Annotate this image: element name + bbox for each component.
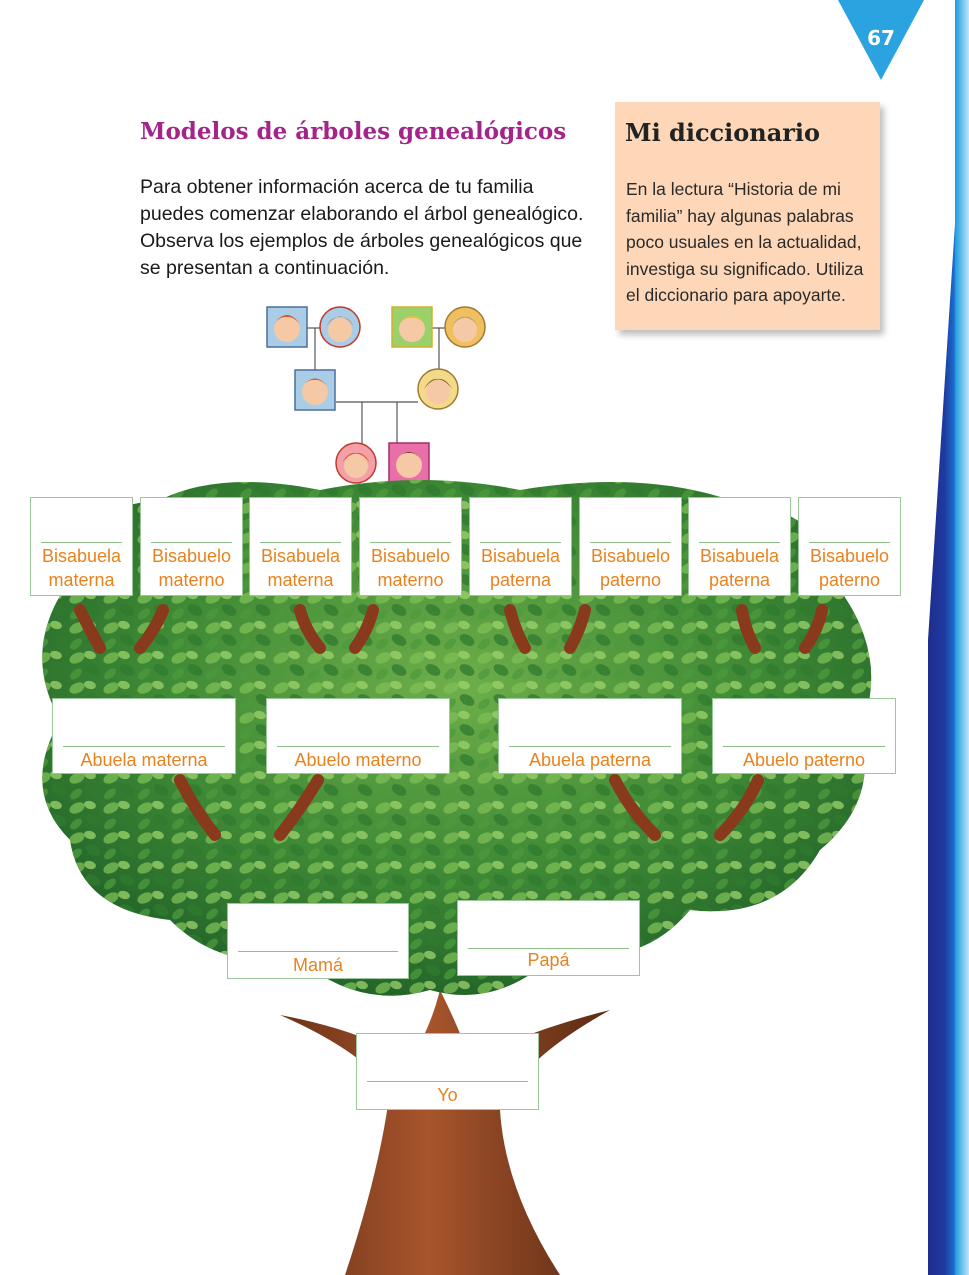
grandparent-label: Abuela materna	[80, 750, 208, 770]
son-icon	[388, 442, 430, 484]
great-grandparent-label: materna	[48, 570, 115, 590]
great-grandparent-label: paterna	[708, 570, 771, 590]
great-grandparent-box[interactable]: Bisabuelo materno	[359, 497, 462, 596]
great-grandparent-label: Bisabuela	[699, 546, 780, 566]
great-grandparent-label: paterno	[599, 570, 662, 590]
grandmother-icon	[444, 306, 486, 348]
grandparent-box[interactable]: Abuelo paterno	[712, 698, 896, 774]
grandmother-icon	[319, 306, 361, 348]
section-title: Modelos de árboles genealógicos	[140, 118, 567, 145]
great-grandparent-box[interactable]: Bisabuela paterna	[688, 497, 791, 596]
self-box[interactable]: Yo	[356, 1033, 539, 1110]
grandfather-icon	[391, 306, 433, 348]
mother-label: Mamá	[292, 955, 343, 975]
grandparent-box[interactable]: Abuelo materno	[266, 698, 450, 774]
great-grandparent-label: Bisabuelo	[370, 546, 451, 566]
great-grandparent-label: paterno	[818, 570, 881, 590]
great-grandparent-label: Bisabuela	[41, 546, 122, 566]
great-grandparent-box[interactable]: Bisabuelo paterno	[798, 497, 901, 596]
great-grandparent-box[interactable]: Bisabuela paterna	[469, 497, 572, 596]
grandparent-label: Abuelo materno	[294, 750, 422, 770]
dictionary-box: Mi diccionario En la lectura “Historia d…	[615, 102, 880, 330]
example-family-diagram	[266, 306, 486, 484]
great-grandparent-label: Bisabuelo	[151, 546, 232, 566]
tree-illustration	[42, 480, 872, 1275]
grandparent-box[interactable]: Abuela paterna	[498, 698, 682, 774]
great-grandparent-label: materna	[267, 570, 334, 590]
mother-icon	[417, 368, 459, 410]
great-grandparent-label: Bisabuelo	[590, 546, 671, 566]
grandfather-icon	[266, 306, 308, 348]
great-grandparent-label: paterna	[489, 570, 552, 590]
page-edge-highlight	[955, 0, 969, 1275]
page-number: 67	[867, 26, 895, 50]
great-grandparent-box[interactable]: Bisabuela materna	[249, 497, 352, 596]
great-grandparent-label: Bisabuela	[260, 546, 341, 566]
father-box[interactable]: Papá	[457, 900, 640, 976]
dictionary-text: En la lectura “Historia de mi familia” h…	[626, 179, 864, 305]
self-label: Yo	[437, 1085, 458, 1105]
grandparent-box[interactable]: Abuela materna	[52, 698, 236, 774]
great-grandparent-label: Bisabuelo	[809, 546, 890, 566]
great-grandparent-label: Bisabuela	[480, 546, 561, 566]
father-icon	[294, 369, 336, 411]
intro-paragraph: Para obtener información acerca de tu fa…	[140, 176, 584, 279]
great-grandparent-label: materno	[377, 570, 444, 590]
grandparent-label: Abuela paterna	[528, 750, 652, 770]
great-grandparent-box[interactable]: Bisabuelo materno	[140, 497, 243, 596]
great-grandparent-box[interactable]: Bisabuelo paterno	[579, 497, 682, 596]
grandparent-label: Abuelo paterno	[742, 750, 866, 770]
great-grandparent-label: materno	[158, 570, 225, 590]
dictionary-title: Mi diccionario	[625, 118, 821, 147]
father-label: Papá	[527, 950, 570, 970]
mother-box[interactable]: Mamá	[227, 903, 409, 979]
daughter-icon	[335, 442, 377, 484]
great-grandparent-box[interactable]: Bisabuela materna	[30, 497, 133, 596]
